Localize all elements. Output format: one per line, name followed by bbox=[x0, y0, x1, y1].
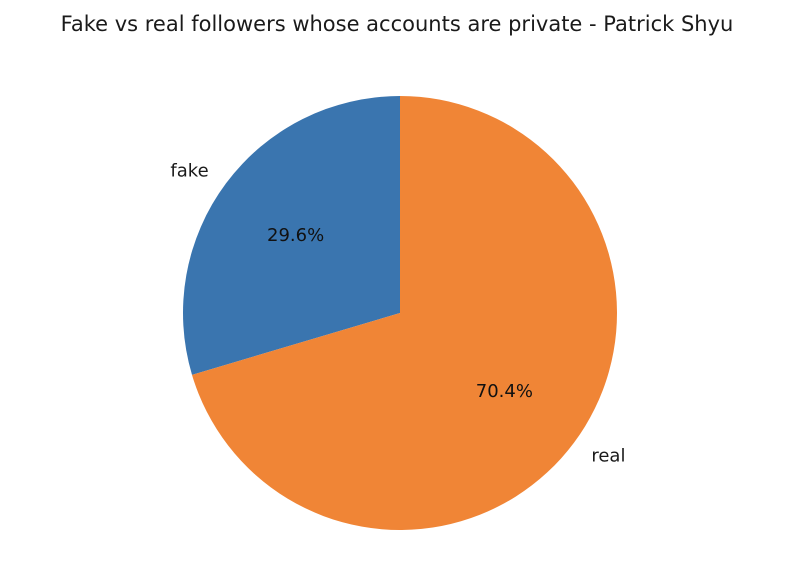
pct-label-fake: 29.6% bbox=[267, 225, 324, 246]
pie-slice-real bbox=[192, 96, 618, 530]
pie-labels: fake 29.6% real 70.4% bbox=[170, 160, 625, 466]
slice-label-real: real bbox=[591, 446, 625, 467]
pct-label-real: 70.4% bbox=[476, 381, 533, 402]
slice-label-fake: fake bbox=[170, 160, 208, 181]
chart-title: Fake vs real followers whose accounts ar… bbox=[61, 12, 734, 36]
pie-slices bbox=[183, 96, 618, 530]
pie-slice-fake bbox=[183, 96, 400, 375]
